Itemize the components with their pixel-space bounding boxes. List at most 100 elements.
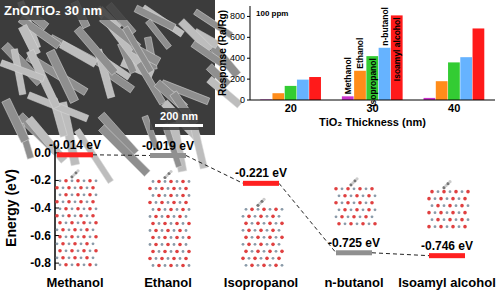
atom [161,229,164,232]
levels [57,152,465,258]
atom [148,201,152,205]
atom [152,264,155,267]
atom [259,229,263,233]
atom [73,228,77,232]
atom [353,201,356,204]
atom [181,180,185,184]
bar [473,28,485,100]
atom [89,235,92,238]
atom [188,194,191,197]
data-label: -0.014 eV [49,138,101,152]
structures [55,169,470,267]
y-tick-label: -0.6 [30,229,51,243]
x-tick-label: 20 [285,102,297,114]
atom [430,190,434,194]
atom [442,190,446,194]
atom [272,257,275,260]
atom [340,215,344,219]
atom [65,235,68,238]
atom [449,190,452,193]
atom [353,187,356,190]
atom [467,218,470,221]
atom [148,257,152,261]
atom [367,208,371,212]
atom [85,228,89,232]
bar [448,62,460,100]
energy-level [336,250,372,255]
atom [271,229,275,233]
atom [349,222,353,226]
atom [169,208,173,212]
x-tick-label: Methanol [46,275,103,290]
atom [79,200,83,204]
atom [362,194,365,197]
atom [277,257,281,261]
annotation: 100 ppm [256,9,288,18]
atom [77,235,80,238]
image-label: ZnO/TiO₂ 30 nm [4,3,102,18]
atom [172,201,176,205]
atom [427,197,431,201]
atom [71,179,74,182]
atom [88,207,92,211]
atom [157,208,161,212]
atom [74,186,77,189]
nanorod [146,19,172,49]
atom [371,215,374,218]
atom [164,264,167,267]
legend-entry: Ethanol [355,38,365,69]
atom [164,208,167,211]
x-tick-label: Ethanol [144,275,192,290]
atom [364,215,368,219]
bar [272,93,284,100]
atom [341,201,344,204]
atom [439,211,443,215]
atom [176,208,179,211]
atom [173,243,176,246]
atom [247,215,251,219]
response-chart: 0200400600800MethanolEthanolIsopropanoln… [217,6,495,128]
y-axis [54,146,56,270]
atom [275,222,278,225]
atom [163,222,167,226]
atom [176,194,179,197]
atom [244,250,248,254]
data-label: -0.746 eV [421,239,473,253]
scale-backdrop [150,108,208,130]
x-tick-label: 30 [366,102,378,114]
y-axis-label: Response (Ra/Rg) [217,10,228,96]
atom [163,250,167,254]
atom [248,257,251,260]
atom [95,193,98,196]
atom [281,208,284,211]
legend-entry: n-butanol [380,7,390,46]
atom [454,190,458,194]
atom [367,194,371,198]
atom [80,242,83,245]
connector [372,253,429,256]
atom [187,222,191,226]
bar [460,57,472,100]
atom [346,201,350,205]
atom [448,204,452,208]
atom [166,243,170,247]
atom [64,179,68,183]
atom [89,249,92,252]
atom [334,201,338,205]
sem-image: ZnO/TiO₂ 30 nm200 nm [0,0,242,184]
energy-level [150,153,186,158]
molecule-atom [169,170,172,173]
x-axis-label: TiO₂ Thickness (nm) [319,116,426,128]
atom [56,228,59,231]
nanorod [27,92,88,122]
atom [56,256,59,259]
atom [344,222,347,225]
atom [365,201,368,204]
y-tick-label: 600 [230,32,245,42]
atom [55,214,59,218]
atom [374,208,377,211]
atom [172,187,176,191]
atom [434,211,437,214]
atom [254,215,257,218]
atom [95,179,98,182]
